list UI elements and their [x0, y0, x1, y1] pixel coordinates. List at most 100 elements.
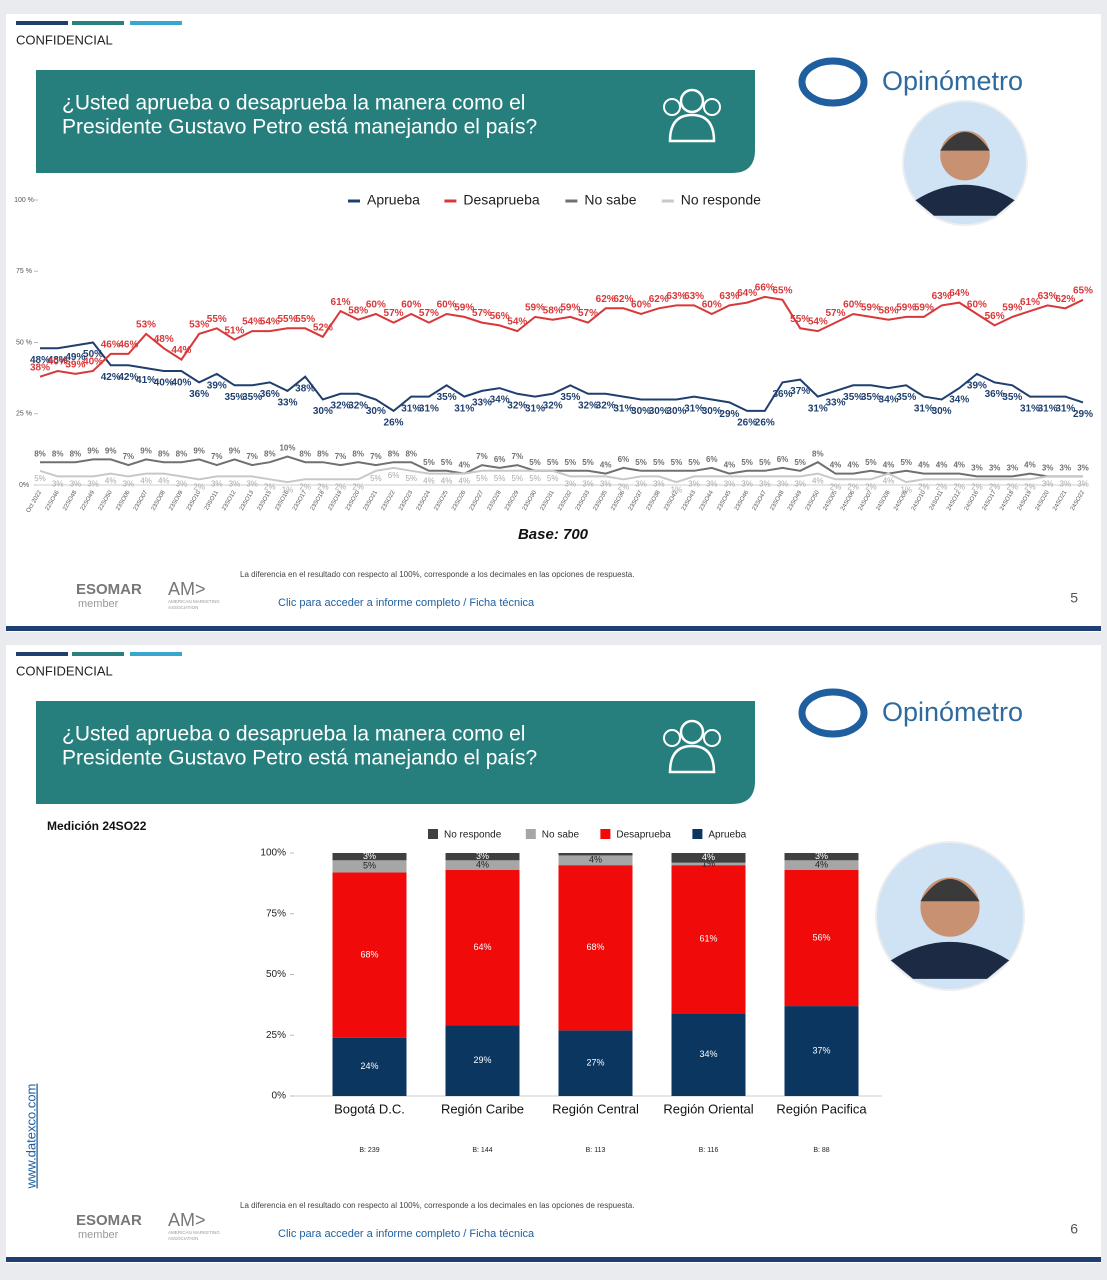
- data-label: 10%: [279, 444, 295, 453]
- data-label: 31%: [914, 403, 934, 414]
- data-label: 35%: [843, 392, 863, 403]
- data-label: 3%: [635, 480, 647, 489]
- data-label: 38%: [295, 383, 315, 394]
- data-label: 4%: [1024, 461, 1036, 470]
- data-label: 2%: [971, 482, 983, 491]
- ama-logo: AM>: [168, 1210, 206, 1230]
- bar-segment: [558, 855, 633, 866]
- data-label: 5%: [547, 458, 559, 467]
- data-label: 60%: [843, 300, 863, 311]
- subtitle: Medición 24SO22: [47, 819, 147, 833]
- confidential: CONFIDENCIAL: [16, 663, 113, 678]
- data-label: 26%: [737, 418, 757, 429]
- bar-segment: [445, 870, 520, 1026]
- ama-sub: AMERICAN MARKETING: [168, 1230, 220, 1235]
- data-label: 30%: [666, 406, 686, 417]
- data-label: 7%: [512, 452, 524, 461]
- confidential: CONFIDENCIAL: [16, 32, 113, 47]
- data-label: 5%: [34, 474, 46, 483]
- photo-suit: [890, 941, 1010, 979]
- data-label: 2%: [1007, 482, 1019, 491]
- data-label: 29%: [473, 1055, 491, 1065]
- x-tick-label: Región Central: [552, 1101, 639, 1116]
- data-label: 65%: [772, 285, 792, 296]
- stripe: [130, 21, 182, 25]
- data-label: 61%: [699, 934, 717, 944]
- data-label: 63%: [666, 291, 686, 302]
- y-tick-label: 100 %: [14, 197, 34, 204]
- data-label: 8%: [388, 449, 400, 458]
- brand: Opinómetro: [882, 66, 1023, 96]
- stripe: [72, 21, 124, 25]
- data-label: 8%: [812, 449, 824, 458]
- data-label: 4%: [830, 461, 842, 470]
- y-tick-label: 0%: [19, 482, 29, 489]
- bar-segment: [671, 865, 746, 1014]
- icon-body: [668, 113, 716, 143]
- data-label: 57%: [384, 308, 404, 319]
- data-label: 31%: [1055, 403, 1075, 414]
- data-label: 9%: [140, 446, 152, 455]
- legend-label: No sabe: [542, 830, 580, 841]
- data-label: 3%: [741, 480, 753, 489]
- bar-segment: [558, 853, 633, 856]
- data-label: 3%: [1007, 464, 1019, 473]
- data-label: 35%: [1002, 392, 1022, 403]
- bar-segment: [558, 1030, 633, 1096]
- legend-label: Aprueba: [708, 830, 746, 841]
- data-label: 8%: [299, 449, 311, 458]
- data-label: 5%: [529, 474, 541, 483]
- data-label: 62%: [613, 294, 633, 305]
- data-label: 64%: [949, 288, 969, 299]
- icon-body: [668, 744, 716, 774]
- y-tick-label: 50 %: [16, 339, 32, 346]
- data-label: 35%: [861, 392, 881, 403]
- data-label: 3%: [476, 851, 489, 861]
- data-label: 33%: [472, 398, 492, 409]
- data-label: 5%: [405, 474, 417, 483]
- data-label: 62%: [596, 294, 616, 305]
- data-label: 48%: [48, 355, 68, 366]
- data-label: 54%: [260, 317, 280, 328]
- data-label: 2%: [936, 482, 948, 491]
- link[interactable]: Clic para acceder a informe completo / F…: [278, 597, 535, 609]
- data-label: 4%: [158, 477, 170, 486]
- legend-label: Desaprueba: [463, 192, 539, 208]
- data-label: 1%: [282, 485, 294, 494]
- data-label: 60%: [702, 300, 722, 311]
- x-tick-label: Bogotá D.C.: [334, 1101, 405, 1116]
- legend-swatch: [692, 829, 703, 839]
- data-label: 68%: [360, 949, 378, 959]
- data-label: 38%: [30, 362, 50, 373]
- bar-segment: [784, 1006, 859, 1096]
- data-label: 3%: [176, 480, 188, 489]
- data-label: 59%: [914, 302, 934, 313]
- data-label: 31%: [1020, 403, 1040, 414]
- data-label: 3%: [777, 480, 789, 489]
- website[interactable]: www.datexco.com: [23, 1084, 38, 1190]
- data-label: 46%: [101, 340, 121, 351]
- data-label: 63%: [1038, 291, 1058, 302]
- data-label: 8%: [52, 449, 64, 458]
- data-label: 34%: [879, 395, 899, 406]
- data-label: 37%: [812, 1045, 830, 1055]
- data-label: 60%: [967, 300, 987, 311]
- data-label: 9%: [105, 446, 117, 455]
- data-label: 64%: [473, 942, 491, 952]
- question-line: ¿Usted aprueba o desaprueba la manera co…: [62, 92, 525, 115]
- data-label: 36%: [772, 389, 792, 400]
- data-label: 30%: [313, 406, 333, 417]
- link[interactable]: Clic para acceder a informe completo / F…: [278, 1228, 535, 1240]
- data-label: 8%: [34, 449, 46, 458]
- data-label: 51%: [224, 325, 244, 336]
- stripe: [16, 652, 68, 656]
- data-label: 4%: [883, 461, 895, 470]
- y-tick-label: 75%: [266, 908, 286, 919]
- data-label: 62%: [1055, 294, 1075, 305]
- data-label: 7%: [370, 452, 382, 461]
- bar-segment: [332, 1037, 407, 1096]
- logo-ring: [798, 57, 868, 107]
- member: member: [78, 1229, 119, 1241]
- data-label: 5%: [494, 474, 506, 483]
- data-label: 35%: [560, 392, 580, 403]
